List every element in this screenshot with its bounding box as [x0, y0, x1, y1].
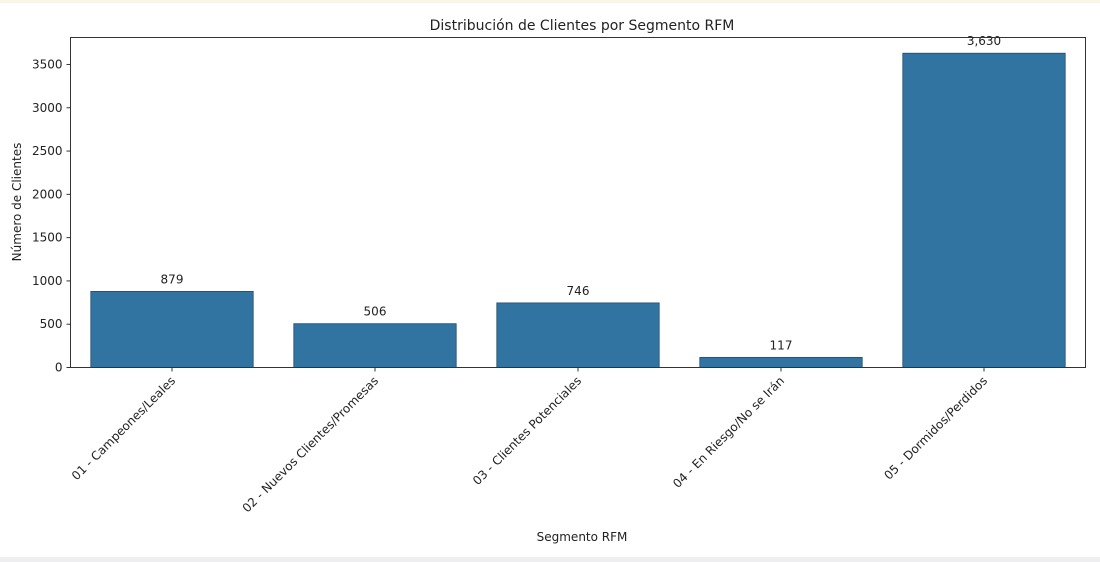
x-tick-label: 05 - Dormidos/Perdidos [881, 374, 990, 483]
x-tick-label: 04 - En Riesgo/No se Irán [670, 374, 787, 491]
bar [902, 52, 1066, 368]
y-tick-label: 1000 [32, 274, 63, 288]
y-tick-label: 0 [55, 361, 63, 375]
y-tick-label: 2000 [32, 187, 63, 201]
data-label: 3,630 [967, 34, 1001, 48]
bar [496, 302, 660, 368]
x-tick-label: 01 - Campeones/Leales [69, 374, 178, 483]
bar [293, 323, 457, 368]
x-tick-label: 02 - Nuevos Clientes/Promesas [240, 374, 381, 515]
y-axis-label: Número de Clientes [10, 143, 24, 262]
x-axis-label: Segmento RFM [537, 530, 628, 544]
bottom-band [0, 557, 1100, 562]
bar [90, 290, 254, 368]
data-label: 746 [567, 284, 590, 298]
top-band [0, 0, 1100, 3]
y-tick-label: 3500 [32, 57, 63, 71]
y-tick-label: 1500 [32, 231, 63, 245]
y-tick-label: 3000 [32, 101, 63, 115]
data-label: 117 [770, 338, 793, 352]
plot-frame [70, 37, 1086, 368]
data-label: 506 [364, 305, 387, 319]
data-label: 879 [161, 272, 184, 286]
y-tick-label: 2500 [32, 144, 63, 158]
y-tick-label: 500 [40, 317, 63, 331]
bar [699, 356, 863, 368]
chart-title: Distribución de Clientes por Segmento RF… [430, 18, 735, 34]
x-tick-label: 03 - Clientes Potenciales [470, 374, 584, 488]
